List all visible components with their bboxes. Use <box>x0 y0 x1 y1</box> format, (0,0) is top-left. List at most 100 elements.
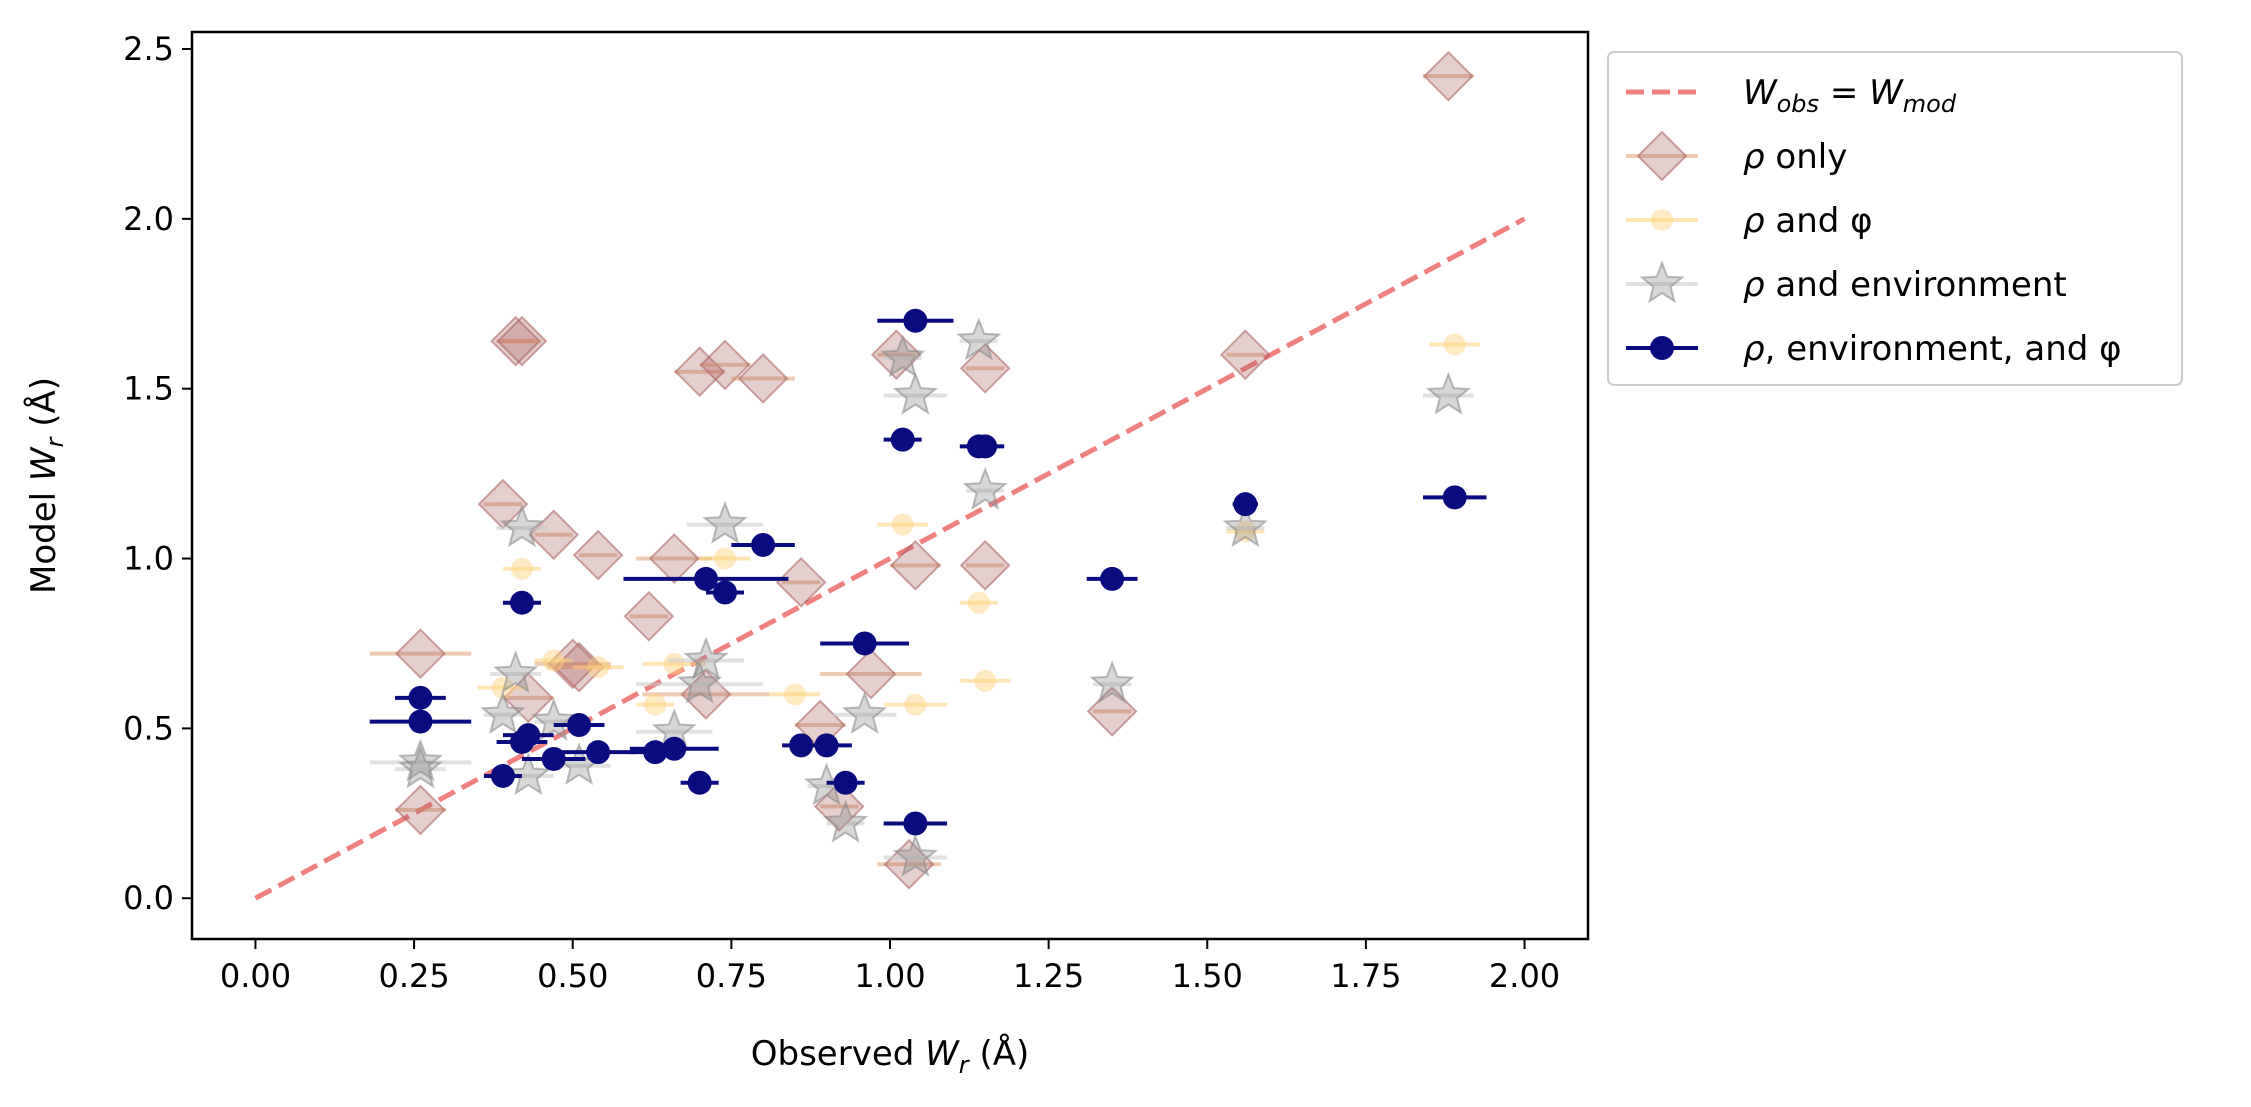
legend-text-0: only <box>1765 137 1848 177</box>
point-s2-4 <box>499 504 545 548</box>
reference-line <box>254 216 1526 901</box>
point-s3-9 <box>643 740 668 765</box>
legend-label-0: ρ only <box>1743 137 1847 177</box>
x-axis-title-unit: (Å) <box>969 1033 1030 1074</box>
legend-marker-3 <box>1650 336 1674 360</box>
point-s1-7 <box>783 683 806 706</box>
point-s0-9 <box>572 529 624 581</box>
legend-box <box>1607 51 2183 386</box>
point-s3-6 <box>541 746 566 771</box>
legend-ref-sub2: mod <box>1903 90 1957 118</box>
point-s0-4 <box>496 315 548 367</box>
point-s1-10 <box>967 591 990 614</box>
legend-marker-2 <box>1639 260 1685 304</box>
point-s3-5 <box>516 723 541 748</box>
legend-marker-0 <box>1636 130 1688 182</box>
point-s2-9 <box>677 660 723 704</box>
legend-ref-eq: = W <box>1819 73 1904 113</box>
point-s3-8 <box>586 740 611 765</box>
legend-text-2: and environment <box>1765 265 2067 305</box>
point-s3-25 <box>1233 492 1258 517</box>
x-tick-label-4: 1.00 <box>854 957 925 995</box>
point-s0-10 <box>623 590 675 642</box>
point-s1-0 <box>491 676 514 699</box>
point-s0-15 <box>737 353 789 404</box>
point-s2-5 <box>505 752 551 796</box>
legend-label-reference: Wobs = Wmod <box>1743 73 1957 118</box>
point-s1-6 <box>714 547 737 570</box>
point-s1-2 <box>542 649 565 672</box>
series-2 <box>369 317 1474 877</box>
point-s0-27 <box>1422 50 1474 102</box>
point-s3-19 <box>890 427 915 452</box>
y-tick-label-0: 0.0 <box>123 879 174 917</box>
point-s3-3 <box>509 590 534 615</box>
y-tick-label-3: 1.5 <box>123 370 174 408</box>
series-1 <box>477 333 1481 716</box>
point-s0-6 <box>528 509 580 561</box>
y-axis-title: Model Wr (Å) <box>23 377 69 594</box>
x-axis-title-lead: Observed <box>751 1034 925 1074</box>
point-s0-1 <box>395 784 446 836</box>
legend-label-3: ρ, environment, and φ <box>1743 329 2122 369</box>
legend-label-1: ρ and φ <box>1743 201 1873 241</box>
point-s1-1 <box>510 557 533 580</box>
legend-text-3: , environment, and φ <box>1765 329 2122 369</box>
point-s3-0 <box>408 685 433 710</box>
y-tick-label-2: 1.0 <box>123 540 174 578</box>
series-0 <box>369 50 1474 890</box>
point-s3-14 <box>751 532 776 557</box>
plot-area <box>254 50 1526 901</box>
legend-ref-sub1: obs <box>1777 90 1819 118</box>
point-s3-20 <box>903 308 928 333</box>
point-s0-0 <box>395 628 446 680</box>
point-s1-12 <box>1234 520 1257 543</box>
legend-sym-3: ρ <box>1743 329 1765 369</box>
point-s2-19 <box>962 466 1008 510</box>
point-s0-20 <box>870 329 922 381</box>
y-axis-title-lead: Model <box>24 481 64 594</box>
point-s1-13 <box>1443 333 1466 356</box>
point-s2-1 <box>397 745 444 789</box>
point-s0-25 <box>1086 685 1138 737</box>
x-tick-label-2: 0.50 <box>537 957 608 995</box>
point-s1-4 <box>644 693 667 716</box>
point-s1-9 <box>904 693 927 716</box>
point-s3-21 <box>903 811 928 836</box>
x-tick-label-6: 1.50 <box>1172 957 1243 995</box>
point-s2-15 <box>880 334 926 378</box>
y-tick-label-5: 2.5 <box>123 30 174 68</box>
x-tick-label-5: 1.25 <box>1013 957 1084 995</box>
point-s3-24 <box>1100 566 1125 591</box>
legend-label-2: ρ and environment <box>1743 265 2067 305</box>
legend-sym-1: ρ <box>1743 201 1765 241</box>
point-s0-21 <box>889 539 941 591</box>
legend-marker-1 <box>1651 209 1673 231</box>
point-s2-13 <box>822 799 869 843</box>
point-s2-10 <box>683 636 729 680</box>
point-s0-24 <box>959 539 1011 591</box>
y-axis-title-sub: r <box>41 435 69 447</box>
legend-text-1: and φ <box>1765 201 1873 241</box>
series-3 <box>369 308 1487 836</box>
plot-frame <box>190 30 1590 941</box>
point-s3-13 <box>713 580 738 605</box>
point-s3-7 <box>567 712 592 737</box>
legend-sym-0: ρ <box>1743 137 1765 177</box>
legend-ref-w1: W <box>1743 73 1778 113</box>
point-s1-8 <box>891 513 914 536</box>
point-s0-26 <box>1219 329 1271 381</box>
point-s2-14 <box>841 691 888 735</box>
point-s2-11 <box>702 500 748 544</box>
point-s3-2 <box>490 763 515 788</box>
legend-sym-2: ρ <box>1743 265 1765 305</box>
point-s0-11 <box>648 533 700 584</box>
point-s2-17 <box>892 833 939 877</box>
axes: 0.00 0.25 0.50 0.75 1.00 1.25 1.50 1.75 2.00 0.0 0… <box>23 30 1590 1079</box>
point-s2-21 <box>1222 504 1268 548</box>
point-s2-16 <box>892 371 939 415</box>
x-tick-label-3: 0.75 <box>696 957 767 995</box>
point-s3-16 <box>814 733 839 758</box>
y-axis-title-unit: (Å) <box>23 377 64 438</box>
